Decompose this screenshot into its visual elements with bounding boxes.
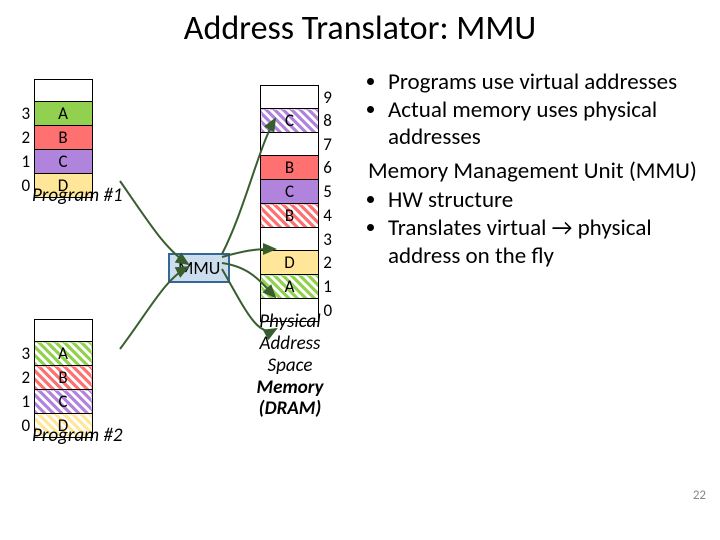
frame-index: 4	[319, 204, 335, 228]
page-cell: B	[34, 366, 92, 390]
frame-index: 3	[319, 228, 335, 251]
phys-label-line: Physical	[230, 311, 350, 333]
program-2-label: Program #2	[32, 424, 123, 447]
frame-cell	[261, 133, 319, 156]
page-cell: B	[34, 126, 92, 150]
page-cell: A	[34, 102, 92, 126]
phys-label-line: (DRAM)	[230, 398, 350, 420]
row-index: 1	[18, 150, 34, 174]
mmu-heading: Memory Management Unit (MMU)	[368, 158, 720, 186]
page-cell: C	[34, 150, 92, 174]
program-1-label: Program #1	[32, 184, 123, 207]
phys-label-line: Memory	[230, 377, 350, 399]
row-index: 2	[18, 366, 34, 390]
bullet-item: HW structure	[388, 187, 720, 215]
frame-index: 1	[319, 275, 335, 299]
frame-cell: A	[261, 275, 319, 299]
phys-label-line: Space	[230, 355, 350, 377]
frame-cell: C	[261, 109, 319, 133]
frame-index: 9	[319, 86, 335, 109]
frame-cell: B	[261, 156, 319, 180]
frame-index: 8	[319, 109, 335, 133]
phys-label-line: Address	[230, 333, 350, 355]
mmu-box: MMU	[168, 253, 230, 283]
bullet-item: Actual memory uses physical addresses	[388, 97, 720, 152]
bullet-text: Programs use virtual addressesActual mem…	[368, 69, 720, 276]
row-index: 2	[18, 126, 34, 150]
slide-number: 22	[693, 488, 706, 503]
physical-memory-table: 9C87B6C5B43D2A10	[260, 85, 335, 322]
bullet-group-2: HW structureTranslates virtual → physica…	[368, 187, 720, 270]
frame-cell	[261, 86, 319, 109]
frame-cell	[261, 228, 319, 251]
frame-cell: B	[261, 204, 319, 228]
page-cell: C	[34, 390, 92, 414]
slide-title: Address Translator: MMU	[0, 0, 720, 49]
physical-memory-label: PhysicalAddressSpaceMemory(DRAM)	[230, 311, 350, 420]
frame-cell: C	[261, 180, 319, 204]
frame-index: 7	[319, 133, 335, 156]
row-index: 3	[18, 102, 34, 126]
frame-index: 5	[319, 180, 335, 204]
row-index: 3	[18, 342, 34, 366]
bullet-item: Programs use virtual addresses	[388, 69, 720, 97]
program-2-table: 3A2B1C0D	[18, 319, 93, 438]
bullet-item: Translates virtual → physical address on…	[388, 215, 720, 270]
row-index: 1	[18, 390, 34, 414]
frame-cell: D	[261, 251, 319, 275]
bullet-group-1: Programs use virtual addressesActual mem…	[368, 69, 720, 152]
diagram-area: 3A2B1C0D Program #1 3A2B1C0D Program #2 …	[0, 49, 720, 509]
program-1-table: 3A2B1C0D	[18, 79, 93, 198]
frame-index: 6	[319, 156, 335, 180]
page-cell: A	[34, 342, 92, 366]
frame-index: 2	[319, 251, 335, 275]
